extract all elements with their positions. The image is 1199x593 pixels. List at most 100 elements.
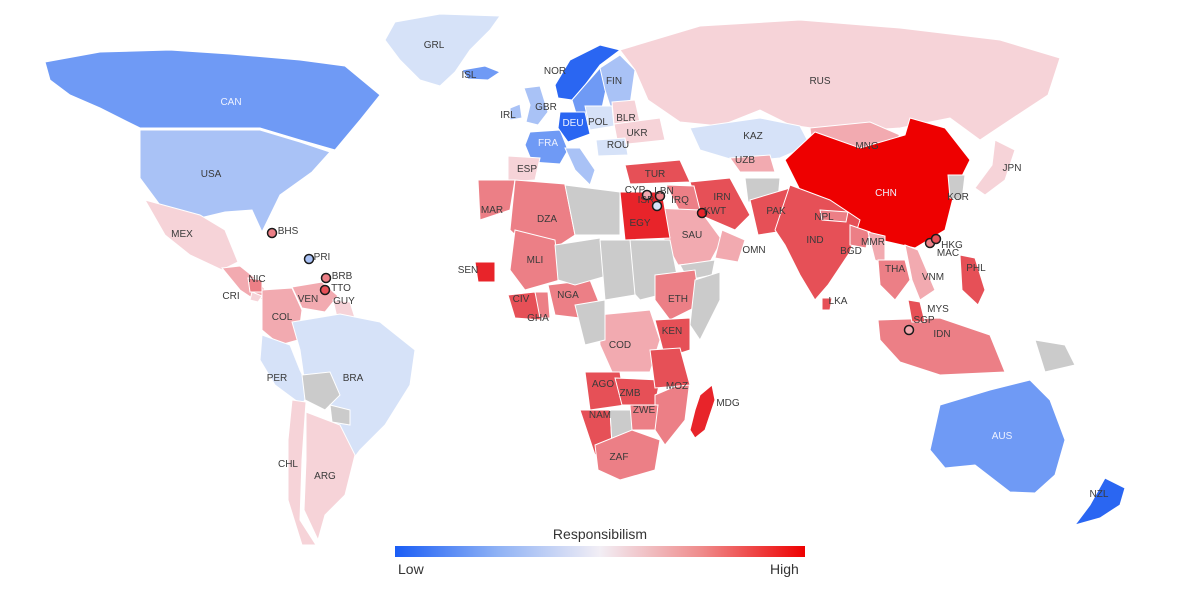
label-mli: MLI [527, 255, 544, 266]
region-arg [303, 411, 356, 542]
label-aus: AUS [992, 431, 1013, 442]
region-idn [877, 317, 1006, 376]
region-ner [554, 237, 611, 286]
label-bhs: BHS [278, 226, 299, 237]
region-mex [143, 199, 239, 271]
legend-color-bar [395, 546, 805, 557]
region-phl [959, 254, 986, 306]
region-can [44, 49, 381, 151]
label-blr: BLR [616, 113, 635, 124]
label-fin: FIN [606, 76, 622, 87]
legend-title: Responsibilism [552, 526, 648, 542]
label-tur: TUR [645, 169, 666, 180]
label-nic: NIC [248, 274, 265, 285]
label-irn: IRN [713, 192, 730, 203]
label-nzl: NZL [1090, 489, 1109, 500]
label-ind: IND [806, 235, 823, 246]
region-eth [654, 269, 701, 321]
label-ukr: UKR [626, 128, 647, 139]
marker-bhs [266, 227, 278, 239]
label-eth: ETH [668, 294, 688, 305]
label-lbn: LBN [654, 186, 673, 197]
region-civ [507, 291, 543, 321]
label-mex: MEX [171, 229, 193, 240]
region-deu [557, 111, 591, 143]
label-idn: IDN [933, 329, 950, 340]
label-grl: GRL [424, 40, 445, 51]
label-mdg: MDG [716, 398, 740, 409]
label-ken: KEN [662, 326, 683, 337]
region-cod [597, 309, 661, 373]
region-bgd [849, 224, 871, 249]
label-cyp: CYP [625, 185, 646, 196]
marker-brb [320, 272, 332, 284]
label-zwe: ZWE [633, 405, 656, 416]
label-phl: PHL [966, 263, 986, 274]
region-cri [249, 291, 263, 303]
region-pry [329, 404, 351, 426]
region-som [689, 271, 721, 341]
label-cri: CRI [222, 291, 239, 302]
region-nor [554, 44, 622, 101]
label-dza: DZA [537, 214, 557, 225]
label-can: CAN [220, 97, 241, 108]
label-omn: OMN [742, 245, 765, 256]
label-rus: RUS [809, 76, 830, 87]
label-mar: MAR [481, 205, 503, 216]
label-hkg: HKG [941, 240, 963, 251]
region-tcd [599, 239, 636, 301]
marker-hkg [930, 233, 942, 245]
label-arg: ARG [314, 471, 336, 482]
region-zaf [594, 429, 661, 481]
label-kaz: KAZ [743, 131, 762, 142]
label-mac: MAC [937, 248, 959, 259]
marker-cyp [641, 189, 653, 201]
region-mys [907, 299, 926, 323]
label-isr: ISR [638, 195, 655, 206]
region-tha [877, 259, 911, 301]
label-brb: BRB [332, 271, 353, 282]
label-sen: SEN [458, 265, 479, 276]
region-kor [947, 174, 966, 201]
region-gbr [523, 85, 549, 126]
label-irq: IRQ [671, 195, 689, 206]
region-mli [509, 229, 561, 291]
region-lka [821, 297, 833, 311]
label-gha: GHA [527, 313, 549, 324]
label-pri: PRI [314, 252, 331, 263]
label-chn: CHN [875, 188, 897, 199]
label-npl: NPL [814, 212, 834, 223]
label-zmb: ZMB [619, 388, 640, 399]
label-rou: ROU [607, 140, 629, 151]
label-kwt: KWT [704, 206, 726, 217]
label-kor: KOR [947, 192, 969, 203]
label-pol: POL [588, 117, 608, 128]
region-rus [619, 19, 1061, 141]
label-fra: FRA [538, 138, 558, 149]
country-regions [44, 13, 1126, 546]
region-mdg [689, 384, 716, 439]
label-irl: IRL [500, 110, 516, 121]
region-jpn [974, 139, 1016, 196]
region-sen [474, 261, 496, 283]
label-cod: COD [609, 340, 631, 351]
region-tza [649, 347, 691, 389]
small-country-markers [266, 189, 942, 336]
region-grl [384, 13, 501, 87]
label-chl: CHL [278, 459, 298, 470]
label-lka: LKA [829, 296, 848, 307]
label-gbr: GBR [535, 102, 557, 113]
region-mar [477, 179, 516, 221]
label-tto: TTO [331, 283, 351, 294]
label-mys: MYS [927, 304, 949, 315]
label-ago: AGO [592, 379, 614, 390]
label-bra: BRA [343, 373, 364, 384]
region-uzb [729, 154, 776, 173]
region-bol [301, 371, 341, 411]
label-col: COL [272, 312, 293, 323]
region-zwe [629, 404, 659, 431]
label-mng: MNG [855, 141, 879, 152]
region-png [1034, 339, 1076, 373]
marker-tto [319, 284, 331, 296]
